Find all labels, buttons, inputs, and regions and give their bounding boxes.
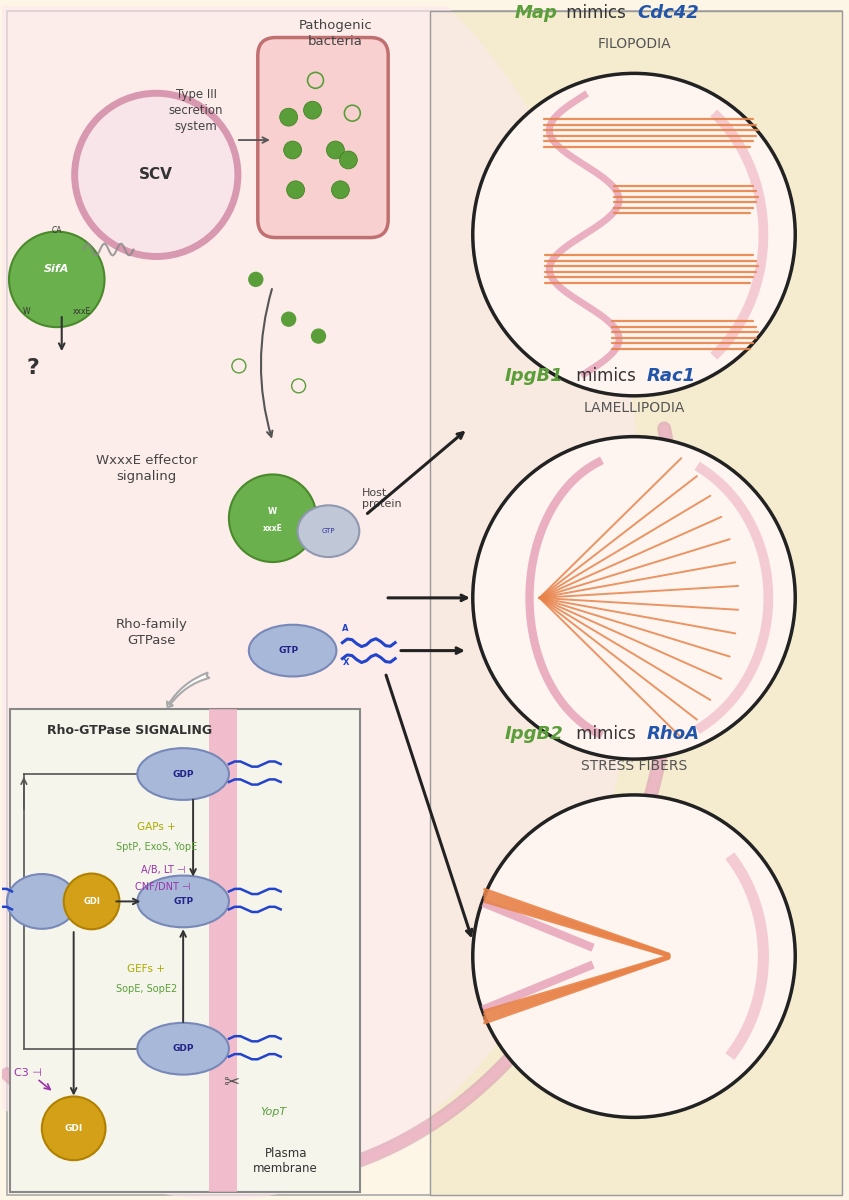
Text: xxxE: xxxE [72,307,91,317]
Text: SopE, SopE2: SopE, SopE2 [115,984,177,994]
Text: SCV: SCV [139,167,173,182]
Text: Rho-family
GTPase: Rho-family GTPase [115,618,188,647]
Circle shape [9,232,104,328]
Text: WxxxE effector
signaling: WxxxE effector signaling [96,454,197,482]
Text: A/B, LT ⊣: A/B, LT ⊣ [141,864,185,875]
Text: GTP: GTP [173,896,194,906]
Text: Type III
secretion
system: Type III secretion system [169,88,223,133]
FancyBboxPatch shape [258,37,388,238]
Text: GAPs +: GAPs + [137,822,176,832]
Text: X: X [342,658,349,666]
Text: W: W [268,506,278,516]
Ellipse shape [298,505,359,557]
Text: GDI: GDI [65,1124,83,1133]
Text: GTP: GTP [278,646,299,655]
Text: FILOPODIA: FILOPODIA [597,37,671,52]
Text: mimics: mimics [571,725,642,743]
Text: GDI: GDI [83,896,100,906]
Text: Cdc42: Cdc42 [637,4,699,22]
Text: xxxE: xxxE [263,523,283,533]
Text: W: W [23,307,31,317]
Bar [209,709,237,1192]
Text: Rho-GTPase SIGNALING: Rho-GTPase SIGNALING [47,725,212,737]
Circle shape [284,142,301,158]
Circle shape [340,151,357,169]
Text: mimics: mimics [561,4,632,22]
Text: ✂: ✂ [222,1073,239,1092]
Circle shape [473,73,796,396]
Circle shape [282,312,295,326]
Text: IpgB1: IpgB1 [504,367,564,385]
Text: Host
protein: Host protein [363,487,402,509]
FancyBboxPatch shape [10,709,360,1192]
Circle shape [64,874,120,929]
Text: ?: ? [27,358,40,378]
Circle shape [287,181,305,199]
Ellipse shape [138,876,229,928]
Circle shape [42,1097,105,1160]
Circle shape [304,101,322,119]
Text: LAMELLIPODIA: LAMELLIPODIA [583,401,684,415]
Text: Plasma
membrane: Plasma membrane [253,1147,318,1175]
Text: GDP: GDP [172,769,194,779]
Text: Map: Map [514,4,558,22]
Text: SifA: SifA [44,264,70,275]
Circle shape [327,142,345,158]
Text: Pathogenic
bacteria: Pathogenic bacteria [299,19,373,48]
Text: C3 ⊣: C3 ⊣ [14,1068,42,1078]
Circle shape [331,181,349,199]
Ellipse shape [7,874,76,929]
Text: SptP, ExoS, YopE: SptP, ExoS, YopE [115,841,197,852]
Ellipse shape [138,1022,229,1074]
Text: CNF/DNT ⊣: CNF/DNT ⊣ [136,882,191,893]
Text: IpgB2: IpgB2 [504,725,564,743]
Ellipse shape [249,625,336,677]
FancyBboxPatch shape [430,11,842,1195]
Bar [430,11,842,1195]
Text: RhoA: RhoA [647,725,700,743]
Text: A: A [342,624,349,632]
Text: Rac1: Rac1 [647,367,696,385]
Circle shape [279,108,298,126]
Circle shape [312,329,325,343]
Text: CA: CA [52,226,62,235]
Circle shape [473,794,796,1117]
FancyBboxPatch shape [7,11,842,1195]
Text: STRESS FIBERS: STRESS FIBERS [581,760,687,773]
Circle shape [229,474,317,562]
Ellipse shape [0,0,644,1200]
Text: GTP: GTP [322,528,335,534]
Circle shape [249,272,263,287]
Text: GEFs +: GEFs + [127,964,166,974]
Text: GDP: GDP [172,1044,194,1054]
Ellipse shape [138,748,229,800]
Circle shape [75,94,238,257]
Circle shape [473,437,796,760]
Text: mimics: mimics [571,367,642,385]
Text: YopT: YopT [261,1108,287,1117]
